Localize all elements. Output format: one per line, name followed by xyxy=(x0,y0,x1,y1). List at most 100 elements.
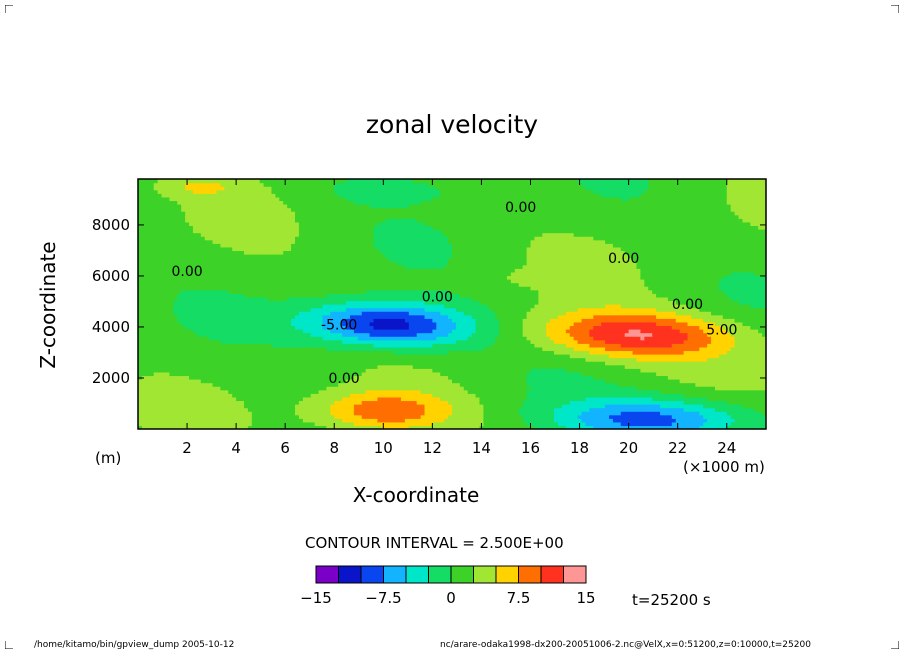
field-cell xyxy=(722,411,728,416)
field-cell xyxy=(279,332,284,337)
field-cell xyxy=(667,350,673,355)
field-cell xyxy=(707,368,712,373)
field-cell xyxy=(550,375,555,380)
field-cell xyxy=(357,357,363,362)
field-cell xyxy=(216,425,222,429)
field-cell xyxy=(554,400,559,405)
field-cell xyxy=(322,382,327,387)
field-cell xyxy=(353,325,359,330)
field-cell xyxy=(577,407,583,412)
field-cell xyxy=(660,354,665,359)
field-cell xyxy=(569,321,575,327)
field-cell xyxy=(424,404,430,409)
field-cell xyxy=(181,368,186,373)
field-cell xyxy=(295,389,300,394)
field-cell xyxy=(318,389,324,394)
field-cell xyxy=(240,404,245,409)
field-cell xyxy=(455,404,461,409)
field-cell xyxy=(530,400,536,405)
field-cell xyxy=(644,329,649,334)
field-cell xyxy=(404,418,410,423)
field-cell xyxy=(518,404,524,409)
field-cell xyxy=(663,396,669,402)
field-cell xyxy=(722,418,728,423)
field-cell xyxy=(714,407,720,412)
field-cell xyxy=(573,318,579,323)
field-cell xyxy=(169,396,174,402)
field-cell xyxy=(542,368,547,373)
field-cell xyxy=(404,339,410,344)
field-cell xyxy=(279,396,284,402)
field-cell xyxy=(762,343,766,348)
field-cell xyxy=(640,346,645,352)
field-cell xyxy=(428,354,433,359)
field-cell xyxy=(491,346,496,352)
field-cell xyxy=(208,411,214,416)
field-cell xyxy=(169,336,174,341)
field-cell xyxy=(157,332,163,337)
field-cell xyxy=(291,411,296,416)
field-cell xyxy=(228,425,233,429)
field-cell xyxy=(750,379,755,384)
field-cell xyxy=(295,425,300,429)
field-cell xyxy=(361,339,367,344)
field-cell xyxy=(609,339,614,344)
field-cell xyxy=(334,421,339,427)
field-cell xyxy=(291,336,296,341)
field-cell xyxy=(251,418,257,423)
field-cell xyxy=(691,407,696,412)
field-cell xyxy=(656,332,661,337)
field-cell xyxy=(330,375,335,380)
field-cell xyxy=(255,368,261,373)
field-cell xyxy=(267,393,273,398)
field-cell xyxy=(601,357,606,362)
field-cell xyxy=(298,336,304,341)
field-cell xyxy=(204,332,210,337)
field-cell xyxy=(291,389,296,394)
field-cell xyxy=(691,343,696,348)
field-cell xyxy=(616,375,622,380)
field-cell xyxy=(361,400,367,405)
field-cell xyxy=(565,361,571,366)
field-cell xyxy=(275,389,280,394)
field-cell xyxy=(412,393,418,398)
field-cell xyxy=(683,357,689,362)
field-cell xyxy=(271,325,276,330)
field-cell xyxy=(487,332,492,337)
field-cell xyxy=(452,329,457,334)
field-cell xyxy=(459,361,465,366)
field-cell xyxy=(181,375,186,380)
field-cell xyxy=(514,350,520,355)
field-cell xyxy=(675,329,681,334)
field-cell xyxy=(263,382,269,387)
field-cell xyxy=(404,375,410,380)
field-cell xyxy=(730,375,736,380)
field-cell xyxy=(660,336,665,341)
field-cell xyxy=(620,386,626,391)
field-cell xyxy=(138,343,143,348)
field-cell xyxy=(157,407,163,412)
field-cell xyxy=(687,371,693,377)
field-cell xyxy=(157,350,163,355)
field-cell xyxy=(220,346,225,352)
field-cell xyxy=(173,357,178,362)
field-cell xyxy=(275,396,280,402)
field-cell xyxy=(742,371,747,377)
field-cell xyxy=(718,386,724,391)
field-cell xyxy=(177,425,182,429)
field-cell xyxy=(420,375,426,380)
field-cell xyxy=(369,361,375,366)
field-cell xyxy=(204,411,210,416)
field-cell xyxy=(385,336,390,341)
field-cell xyxy=(243,411,249,416)
field-cell xyxy=(310,346,316,352)
field-cell xyxy=(452,389,457,394)
field-cell xyxy=(204,396,210,402)
field-cell xyxy=(714,329,720,334)
field-cell xyxy=(585,318,590,323)
field-cell xyxy=(569,414,575,419)
field-cell xyxy=(714,346,720,352)
field-cell xyxy=(652,325,657,330)
field-cell xyxy=(161,339,167,344)
field-cell xyxy=(295,346,300,352)
